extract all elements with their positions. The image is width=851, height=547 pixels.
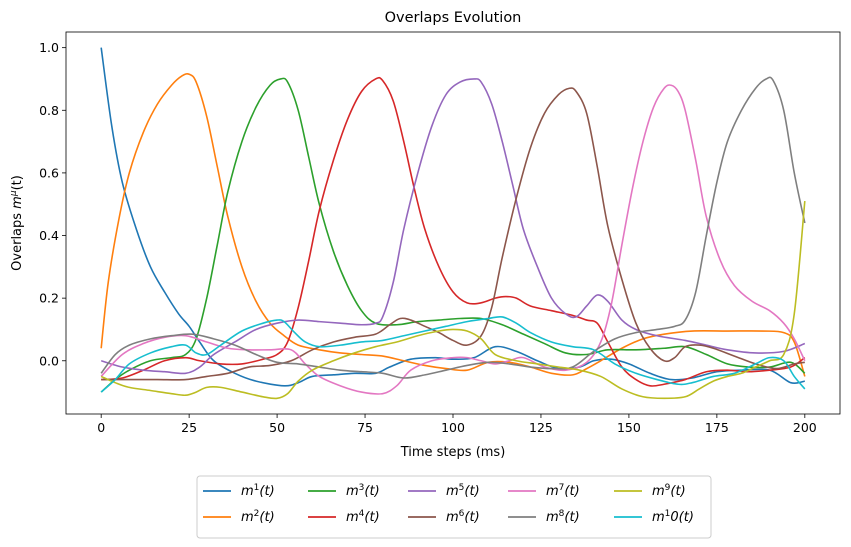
legend-label: m9(t) <box>652 483 686 499</box>
legend-item-10: m10(t) <box>614 509 694 525</box>
legend-item-4: m4(t) <box>308 509 380 525</box>
legend-item-8: m8(t) <box>508 509 580 525</box>
legend-label: m6(t) <box>446 509 480 525</box>
legend-label: m5(t) <box>446 483 480 499</box>
legend-label: m8(t) <box>546 509 580 525</box>
legend-label: m10(t) <box>652 509 694 525</box>
series-line-8 <box>100 76 806 379</box>
series-line-5 <box>100 78 806 375</box>
legend-item-5: m5(t) <box>408 483 480 499</box>
y-tick-label: 0.2 <box>39 291 59 306</box>
legend: m1(t) m2(t) m3(t) m4(t) m5(t) m6(t) m7(t) m8(t)… <box>196 475 712 539</box>
x-tick-label: 25 <box>181 420 197 435</box>
series-line-9 <box>100 201 806 400</box>
series-line-6 <box>101 87 805 381</box>
legend-item-2: m2(t) <box>203 509 275 525</box>
series-lines <box>100 47 806 400</box>
x-tick-label: 175 <box>705 420 729 435</box>
y-axis-label: Overlaps mμ(t) <box>9 175 25 271</box>
x-tick-label: 75 <box>357 420 373 435</box>
x-tick-label: 50 <box>269 420 285 435</box>
x-tick-label: 0 <box>97 420 105 435</box>
plot-frame <box>65 31 841 415</box>
series-line-3 <box>100 77 806 393</box>
series-line-1 <box>100 47 805 387</box>
x-tick-label: 150 <box>617 420 641 435</box>
y-tick-label: 0.4 <box>39 228 59 243</box>
legend-label: m4(t) <box>346 509 380 525</box>
x-axis-label: Time steps (ms) <box>400 445 506 460</box>
series-line-7 <box>100 84 806 395</box>
series-line-4 <box>101 76 806 387</box>
legend-item-3: m3(t) <box>308 483 380 499</box>
x-tick-label: 200 <box>793 420 817 435</box>
plot-area <box>66 32 840 414</box>
legend-item-7: m7(t) <box>508 483 580 499</box>
x-tick-label: 100 <box>441 420 465 435</box>
legend-item-9: m9(t) <box>614 483 686 499</box>
y-tick-label: 0.0 <box>39 353 59 368</box>
legend-label: m3(t) <box>346 483 380 499</box>
x-tick-label: 125 <box>529 420 553 435</box>
legend-label: m7(t) <box>546 483 580 499</box>
legend-label: m2(t) <box>241 509 275 525</box>
y-tick-label: 0.8 <box>39 103 59 118</box>
chart-title: Overlaps Evolution <box>385 10 522 26</box>
axis-ticks: 0 25 50 75 100 125 150 175 200 0.0 0.2 0.4 0.6 0.8 1.0 <box>39 40 817 435</box>
y-tick-label: 1.0 <box>39 40 59 55</box>
y-tick-label: 0.6 <box>39 165 59 180</box>
series-line-10 <box>100 315 806 393</box>
legend-item-1: m1(t) <box>203 483 275 499</box>
legend-label: m1(t) <box>241 483 275 499</box>
legend-item-6: m6(t) <box>408 509 480 525</box>
